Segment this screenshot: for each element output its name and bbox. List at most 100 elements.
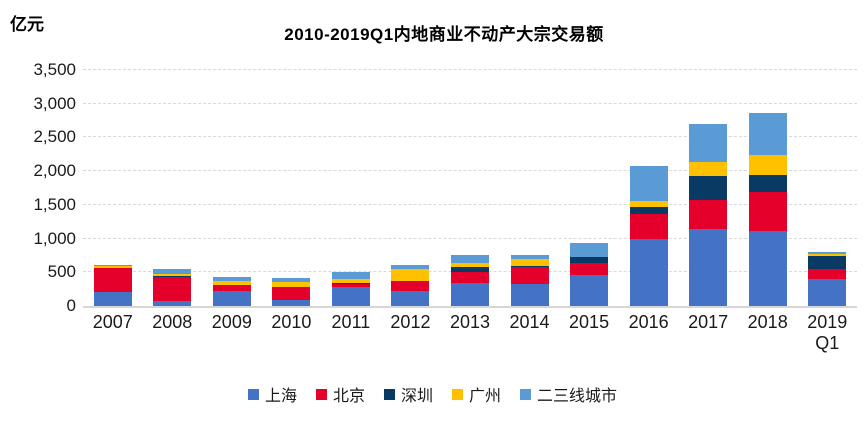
bar-segment-shanghai-2016 [629,239,668,306]
x-tick-label-2007: 2007 [92,312,133,332]
bar-segment-beijing-2017 [689,199,728,230]
y-tick-label-2500: 2,500 [33,127,76,147]
bar-2017 [689,123,728,306]
bar-segment-beijing-2012 [391,281,430,292]
bar-segment-beijing-2013 [451,271,489,284]
bar-2015 [570,243,609,306]
y-tick-label-2000: 2,000 [33,161,76,181]
legend: 上海 北京 深圳 广州 二三线城市 [0,382,865,406]
bar-segment-guangzhou-2008 [153,274,192,276]
bar-segment-beijing-2010 [272,286,311,300]
bar-segment-shanghai-2008 [153,300,192,306]
legend-swatch-shanghai [247,388,259,400]
legend-label-shanghai: 上海 [264,388,297,405]
bar-segment-tier23-cities-2014 [510,255,549,259]
plot-area [83,69,857,308]
x-tick-label-2011: 2011 [331,312,371,332]
legend-swatch-beijing [315,388,327,400]
legend-label-guangzhou: 广州 [469,388,502,405]
bar-segment-guangzhou-2009 [212,281,251,286]
bar-segment-beijing-2016 [629,214,668,240]
bar-segment-beijing-2007 [93,267,132,293]
legend-swatch-guangzhou [452,388,463,400]
bar-segment-shanghai-2012 [391,291,430,306]
legend-label-tier23-cities: 二三线城市 [537,388,618,405]
bar-segment-beijing-2019-Q1 [808,269,847,280]
bar-2013 [451,255,489,306]
legend-swatch-shenzhen [383,388,395,400]
x-tick-label-2018: 2018 [747,312,788,332]
bar-segment-tier23-cities-2009 [212,276,251,282]
gridline-1500 [83,203,857,205]
bar-segment-guangzhou-2012 [391,268,430,282]
bar-segment-tier23-cities-2016 [629,165,668,201]
bar-segment-tier23-cities-2011 [331,271,370,280]
bar-segment-shanghai-2015 [570,274,609,306]
bar-segment-shenzhen-2018 [748,174,787,193]
bar-2010 [272,278,311,306]
bar-segment-shanghai-2010 [272,299,311,306]
bar-segment-tier23-cities-2008 [153,269,192,275]
bar-segment-guangzhou-2016 [629,200,668,207]
legend-item-tier23-cities: 二三线城市 [520,382,617,406]
chart-title: 2010-2019Q1内地商业不动产大宗交易额 [284,25,604,44]
bar-2014 [510,255,549,306]
bar-2007 [93,264,132,306]
bar-segment-tier23-cities-2015 [570,243,609,257]
bar-segment-guangzhou-2013 [451,263,489,268]
bar-segment-shanghai-2019-Q1 [808,279,847,306]
legend-swatch-tier23-cities [520,388,532,400]
bar-segment-tier23-cities-2013 [451,255,489,264]
bar-segment-shenzhen-2019-Q1 [808,256,847,270]
bar-2016 [629,165,668,306]
y-tick-label-1500: 1,500 [33,194,76,214]
legend-item-guangzhou: 广州 [452,382,501,406]
bar-segment-guangzhou-2011 [331,279,370,284]
legend-item-shanghai: 上海 [247,382,297,406]
bar-segment-guangzhou-2007 [93,266,132,268]
gridline-2500 [83,136,857,138]
bar-segment-shanghai-2013 [451,283,489,306]
bar-segment-tier23-cities-2018 [748,113,787,155]
bar-segment-shanghai-2007 [93,292,132,306]
y-axis-unit-label: 亿元 [10,15,44,34]
bar-segment-tier23-cities-2012 [391,264,430,269]
bar-2008 [153,269,192,306]
bar-segment-tier23-cities-2017 [689,123,728,162]
bar-2018 [748,113,787,306]
y-tick-label-3000: 3,000 [33,93,76,113]
bar-segment-guangzhou-2017 [689,161,728,176]
x-tick-label-2017: 2017 [688,312,729,332]
x-tick-label-2010: 2010 [271,312,312,332]
y-tick-label-1000: 1,000 [33,228,76,248]
bar-segment-beijing-2014 [510,267,549,285]
y-tick-label-0: 0 [66,296,76,315]
legend-item-shenzhen: 深圳 [383,382,433,406]
bar-segment-guangzhou-2010 [272,282,311,287]
bar-2019-Q1 [808,252,847,306]
bar-segment-shanghai-2018 [748,231,787,306]
bar-segment-shenzhen-2016 [629,206,668,215]
bar-segment-beijing-2009 [212,285,251,291]
bar-segment-shanghai-2017 [689,229,728,306]
gridline-3000 [83,102,857,104]
bar-segment-shenzhen-2014 [510,265,549,268]
bar-segment-tier23-cities-2019-Q1 [808,252,847,255]
gridline-3500 [83,69,857,70]
legend-label-shenzhen: 深圳 [400,388,433,405]
x-tick-label-2015: 2015 [569,312,610,332]
bar-segment-tier23-cities-2007 [93,264,132,267]
legend-item-beijing: 北京 [315,382,365,406]
x-tick-label-2008: 2008 [152,312,193,332]
bar-segment-shenzhen-2011 [331,283,370,285]
bar-2009 [212,276,251,306]
gridline-2000 [83,170,857,172]
bar-segment-tier23-cities-2010 [272,278,311,283]
bar-segment-guangzhou-2014 [510,258,549,266]
legend-label-beijing: 北京 [332,388,365,405]
x-tick-label-2014: 2014 [509,312,550,332]
gridline-1000 [83,237,857,239]
x-tick-label-2016: 2016 [628,312,669,332]
bar-segment-shanghai-2009 [212,290,251,306]
